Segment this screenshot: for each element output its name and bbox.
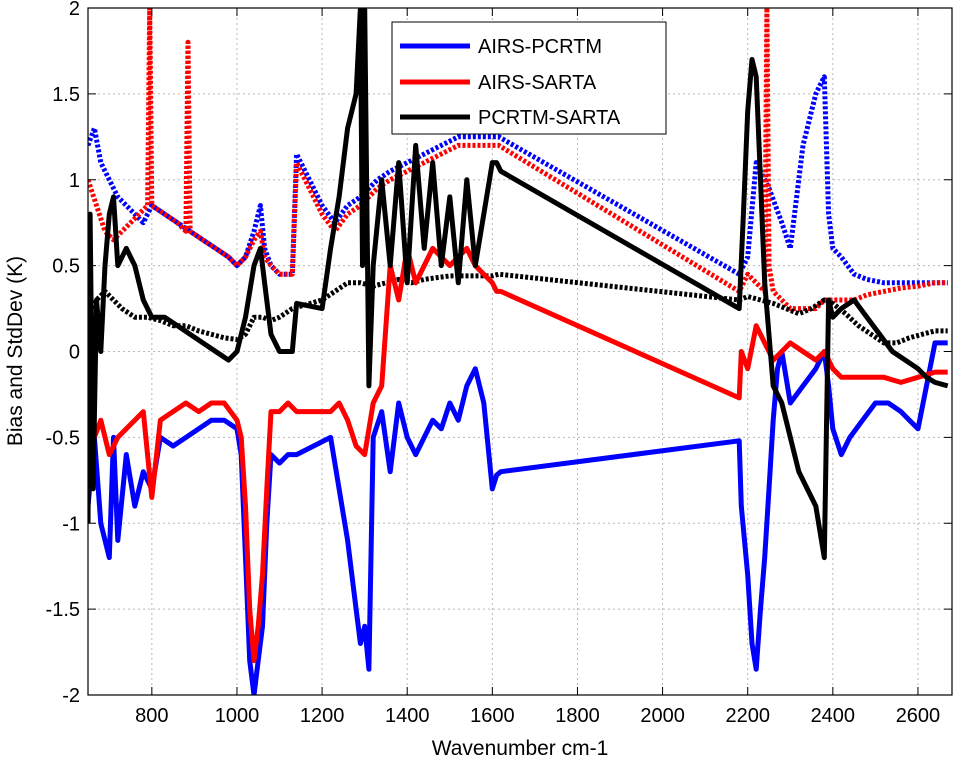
series-pcrtm-sarta-bias-line [88, 8, 949, 561]
x-tick-label-9: 2600 [896, 705, 941, 727]
y-tick-label-2: -1 [62, 513, 80, 535]
y-tick-label-5: 0.5 [52, 256, 80, 278]
y-tick-label-6: 1 [69, 170, 80, 192]
x-tick-label-2: 1200 [300, 705, 345, 727]
y-tick-label-8: 2 [69, 0, 80, 20]
y-tick-label-1: -1.5 [46, 599, 80, 621]
y-tick-label-0: -2 [62, 685, 80, 707]
x-tick-label-7: 2200 [725, 705, 770, 727]
x-tick-label-3: 1400 [385, 705, 430, 727]
legend-label-airs-sarta: AIRS-SARTA [478, 72, 597, 94]
y-axis-label: Bias and StdDev (K) [4, 256, 27, 446]
series-layer [88, 8, 949, 695]
x-tick-label-1: 1000 [215, 705, 260, 727]
y-tick-label-3: -0.5 [46, 427, 80, 449]
x-tick-label-8: 2400 [811, 705, 856, 727]
y-tick-label-7: 1.5 [52, 84, 80, 106]
x-axis-label: Wavenumber cm-1 [432, 737, 609, 760]
legend-label-pcrtm-sarta: PCRTM-SARTA [478, 107, 621, 129]
legend: AIRS-PCRTM AIRS-SARTA PCRTM-SARTA [391, 21, 667, 135]
y-tick-label-4: 0 [69, 342, 80, 364]
x-tick-label-4: 1600 [470, 705, 515, 727]
tick-layer: 800 1000 1200 1400 1600 1800 2000 2200 2400 2600 -… [46, 0, 952, 727]
series-airs-sarta-bias-line [88, 245, 948, 664]
x-tick-label-5: 1800 [555, 705, 600, 727]
series-pcrtm-sarta-stddev-line [88, 271, 948, 346]
x-tick-label-0: 800 [135, 705, 168, 727]
legend-label-airs-pcrtm: AIRS-PCRTM [478, 36, 602, 58]
x-tick-label-6: 2000 [640, 705, 685, 727]
